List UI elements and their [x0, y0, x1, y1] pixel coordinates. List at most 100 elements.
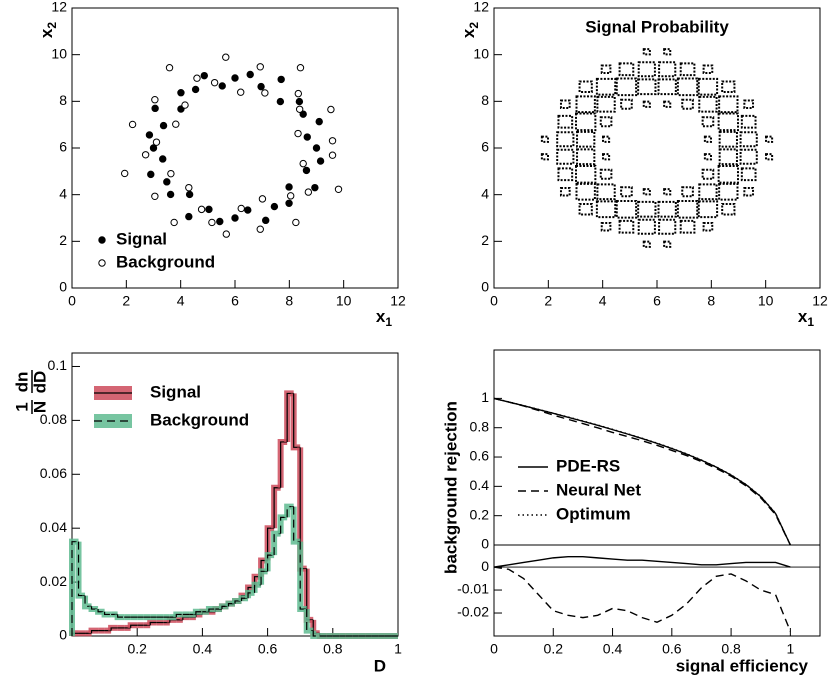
- x-axis-label: D: [374, 656, 386, 675]
- cell: [701, 168, 715, 180]
- x-tick-label: 8: [707, 293, 715, 309]
- legend-label: Background: [116, 252, 215, 271]
- point: [185, 183, 193, 192]
- y-tick-label: 0.08: [40, 411, 67, 427]
- y-tick-label: 0.2: [470, 506, 490, 522]
- x-tick-label: 1: [394, 641, 402, 657]
- cell: [575, 182, 596, 201]
- cell: [740, 167, 757, 182]
- cell: [618, 219, 635, 234]
- cell: [540, 135, 549, 143]
- x-tick-label: 0.4: [603, 641, 623, 657]
- y-label-den: N: [30, 401, 49, 413]
- cell: [717, 112, 739, 132]
- cell: [637, 200, 657, 218]
- y-tick-label: 0.8: [470, 418, 490, 434]
- y-tick-label: 0.6: [470, 448, 490, 464]
- cell: [602, 135, 611, 143]
- x-axis-label-base: x: [376, 307, 386, 326]
- point: [208, 218, 216, 227]
- point: [237, 88, 245, 96]
- y-axis-label-sub: 2: [45, 22, 59, 29]
- cell: [739, 148, 758, 165]
- cell: [618, 62, 635, 77]
- point: [128, 120, 137, 129]
- point: [286, 192, 295, 200]
- cell: [576, 148, 596, 166]
- series-line: [493, 397, 791, 546]
- y-tick-label: 2: [481, 232, 489, 248]
- y-axis-label: x2: [37, 22, 59, 38]
- x-tick-label: 0: [490, 641, 498, 657]
- bin-line: [253, 584, 262, 593]
- bin-line: [240, 597, 249, 601]
- y-tick-label: 4: [59, 185, 67, 201]
- y-tick-label: 6: [481, 139, 489, 155]
- cell: [578, 80, 593, 94]
- y-label-num: dn: [12, 372, 31, 393]
- y-tick-label: 0: [481, 279, 489, 295]
- y-axis-label: background rejection: [441, 401, 460, 574]
- cell: [637, 61, 656, 78]
- point: [256, 63, 264, 71]
- cell: [642, 240, 651, 248]
- point: [311, 183, 319, 192]
- point: [193, 74, 201, 82]
- x-axis-label-base: x: [798, 307, 808, 326]
- point: [163, 178, 171, 186]
- cell: [702, 64, 714, 74]
- y-tick-label: 10: [51, 45, 67, 61]
- cell: [575, 112, 597, 132]
- bin-line: [234, 600, 242, 604]
- y-tick-label: 0: [59, 627, 67, 643]
- point: [303, 133, 311, 141]
- cell: [637, 218, 656, 235]
- x-tick-label: 0: [68, 293, 76, 309]
- series-line: [493, 397, 791, 546]
- plot-frame: [71, 352, 399, 637]
- cell: [556, 148, 575, 165]
- cell: [721, 202, 736, 216]
- cell: [681, 98, 694, 110]
- point: [147, 170, 155, 179]
- point: [205, 205, 213, 214]
- point: [237, 204, 245, 213]
- y-tick-label: 0.04: [40, 519, 67, 535]
- x-tick-label: 4: [177, 293, 185, 309]
- cell: [718, 182, 739, 201]
- bin-line: [175, 613, 183, 618]
- bin-line: [195, 611, 203, 615]
- point: [316, 157, 325, 165]
- cell: [718, 130, 738, 148]
- series-line: [493, 556, 791, 568]
- bin-line: [77, 541, 86, 597]
- point: [327, 105, 335, 114]
- point: [170, 218, 178, 227]
- x-tick-label: 0.8: [323, 641, 343, 657]
- y-tick-label: 1: [481, 389, 489, 405]
- chart-title: Signal Probability: [585, 17, 729, 36]
- cell: [602, 153, 611, 161]
- point: [200, 71, 209, 80]
- point: [292, 218, 300, 227]
- x-tick-label: 6: [653, 293, 661, 309]
- legend-label: Background: [150, 410, 249, 429]
- y-tick-label: 2: [59, 232, 67, 248]
- cell: [721, 80, 736, 94]
- y-tick-label: 12: [51, 0, 67, 15]
- legend-label: Signal: [116, 229, 167, 248]
- bin-line: [149, 621, 157, 626]
- cell: [615, 77, 638, 97]
- cell: [595, 77, 617, 96]
- x-axis-label-sub: 1: [807, 315, 814, 329]
- cell: [663, 100, 672, 108]
- point: [285, 199, 293, 208]
- cell: [698, 95, 718, 113]
- y-axis-label-base: x: [459, 28, 478, 38]
- point: [258, 195, 267, 203]
- point: [285, 183, 293, 191]
- y-tick-label: 0: [481, 536, 489, 552]
- cell: [679, 62, 696, 77]
